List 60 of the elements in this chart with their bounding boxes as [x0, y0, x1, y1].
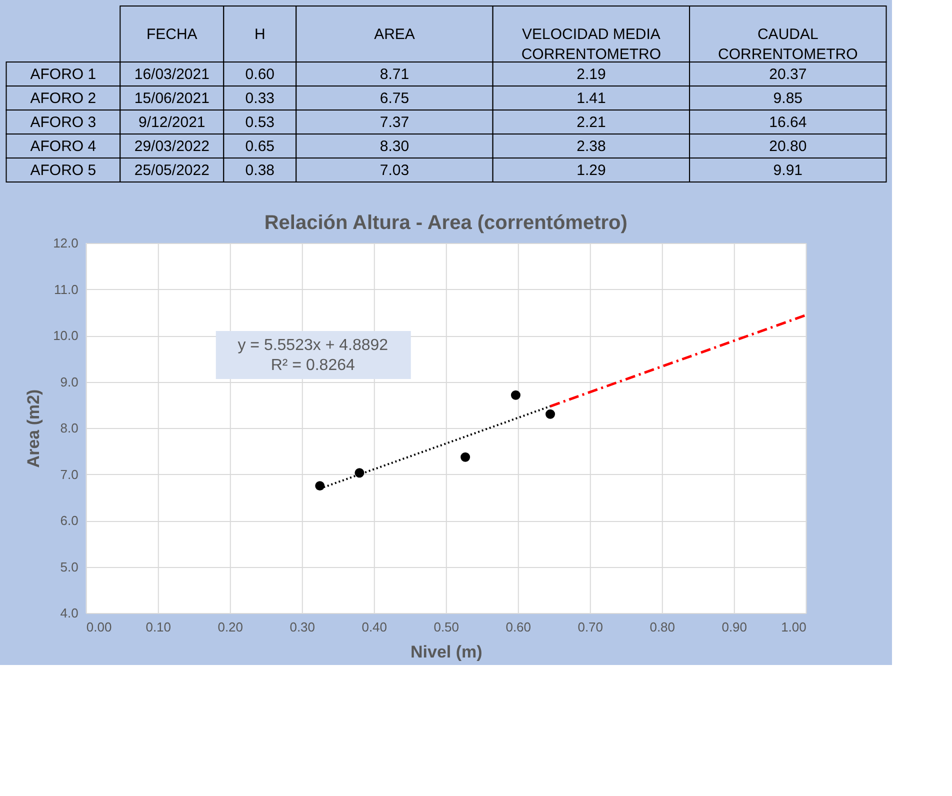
x-axis-title: Nivel (m)	[410, 642, 482, 662]
text: 1.29	[576, 162, 606, 179]
x-tick-label: 0.90	[722, 620, 748, 634]
y-tick-label: 12.0	[53, 236, 78, 250]
category-label: FECHA	[146, 26, 198, 43]
y-axis-title: Area (m2)	[24, 389, 44, 468]
y-tick-label: 9.0	[60, 374, 78, 390]
text: 0.60	[245, 66, 274, 83]
x-tick-label: 0.40	[362, 620, 388, 634]
text: 9.85	[773, 90, 802, 107]
text: 20.80	[769, 138, 807, 155]
text: 0.33	[245, 90, 274, 107]
category-label: AFORO 4	[30, 138, 96, 155]
text: 15/06/2021	[134, 90, 210, 107]
x-tick-label: 0.00	[86, 620, 112, 634]
category-label: AFORO 5	[30, 162, 96, 179]
x-tick-label: 0.50	[434, 620, 460, 634]
text: 16/03/2021	[134, 66, 210, 83]
y-tick-label: 5.0	[60, 559, 78, 574]
text: 7.37	[380, 114, 410, 131]
text: 2.19	[576, 66, 606, 83]
text: 2.21	[576, 114, 606, 131]
category-label: H	[254, 26, 266, 43]
x-tick-label: 0.70	[578, 620, 604, 634]
text: 0.38	[245, 162, 274, 179]
x-tick-label: 1.00	[781, 620, 806, 634]
text: 1.41	[576, 90, 606, 107]
text: 8.30	[380, 138, 410, 155]
y-tick-label: 11.0	[54, 282, 78, 297]
category-label: AFORO 2	[30, 90, 96, 107]
category-label: CAUDAL CORRENTOMETRO	[718, 26, 858, 63]
y-tick-label: 4.0	[60, 606, 78, 620]
y-tick-label: 6.0	[60, 513, 78, 528]
category-label: AREA	[374, 26, 415, 43]
y-tick-label: 10.0	[53, 328, 78, 343]
text: 9.91	[773, 162, 802, 179]
annotation: R² = 0.8264	[270, 357, 355, 374]
text: 20.37	[769, 66, 807, 83]
text: 0.65	[245, 138, 274, 155]
y-tick-label: 7.0	[60, 466, 78, 482]
x-tick-label: 0.30	[290, 620, 316, 634]
text: 29/03/2022	[134, 138, 210, 155]
x-tick-label: 0.60	[506, 620, 532, 634]
category-label: AFORO 3	[30, 114, 96, 131]
text: 25/05/2022	[134, 162, 210, 179]
text: 6.75	[380, 90, 410, 107]
chart-title: Relación Altura - Area (correntómetro)	[264, 212, 628, 234]
annotation: y = 5.5523x + 4.8892	[238, 337, 388, 354]
x-tick-label: 0.80	[650, 620, 676, 634]
x-tick-label: 0.10	[146, 620, 172, 634]
text: 9/12/2021	[138, 114, 206, 131]
x-tick-label: 0.20	[218, 620, 244, 634]
category-label: AFORO 1	[30, 66, 96, 83]
category-label: VELOCIDAD MEDIA CORRENTOMETRO	[521, 26, 662, 63]
text: 0.53	[245, 114, 274, 131]
text: 2.38	[576, 138, 606, 155]
y-tick-label: 8.0	[60, 420, 78, 436]
text: 8.71	[380, 66, 410, 83]
text: 7.03	[380, 162, 410, 179]
text: 16.64	[769, 114, 807, 131]
